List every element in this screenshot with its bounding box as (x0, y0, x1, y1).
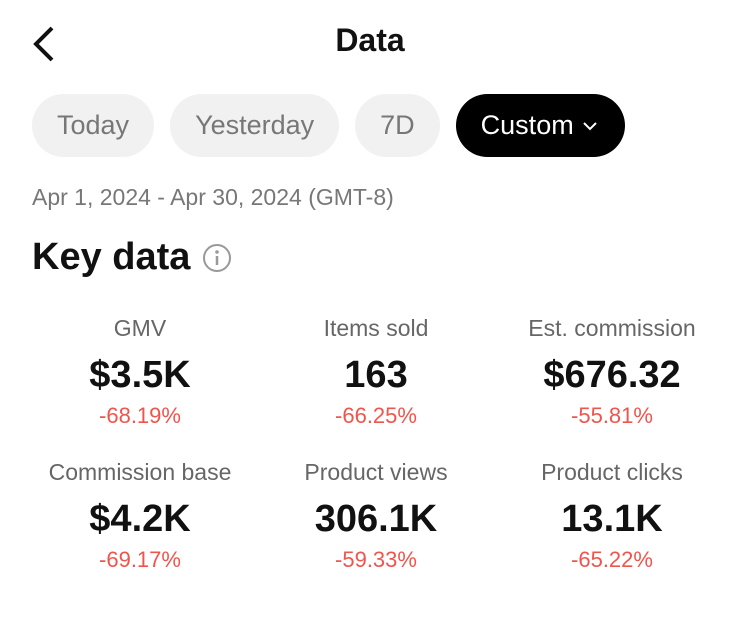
metric-value: $3.5K (89, 354, 191, 396)
metric-label: GMV (113, 315, 167, 341)
metric-value: 306.1K (314, 498, 438, 540)
metric-value: $676.32 (543, 354, 681, 396)
section-header: Key data (32, 236, 232, 279)
tab[interactable]: Today (32, 94, 155, 157)
metric: Commission base $4.2K -69.17% (22, 459, 258, 573)
section-title: Key data (32, 236, 191, 278)
tab[interactable]: Custom (455, 94, 625, 157)
metric-value: $4.2K (89, 498, 191, 540)
metrics-grid: GMV $3.5K -68.19% Items sold 163 -66.25% Est. … (22, 315, 722, 573)
metric: Items sold 163 -66.25% (258, 315, 494, 429)
tab-label: Today (57, 110, 130, 140)
metric-change: -65.22% (571, 547, 653, 572)
info-icon[interactable] (202, 243, 232, 273)
metric-label: Product views (304, 459, 448, 485)
metric-label: Items sold (323, 315, 429, 341)
tab-label: Custom (480, 110, 574, 140)
tabs: Today Yesterday 7D Custom (32, 94, 625, 157)
back-button[interactable] (30, 24, 58, 64)
metric-change: -59.33% (335, 547, 417, 572)
page-title: Data (335, 22, 405, 58)
tab[interactable]: 7D (355, 94, 440, 157)
chevron (582, 121, 597, 130)
metric: Product views 306.1K -59.33% (258, 459, 494, 573)
metric-change: -66.25% (335, 403, 417, 428)
metric-value: 163 (344, 354, 408, 396)
metric-value: 13.1K (561, 498, 663, 540)
metric: GMV $3.5K -68.19% (22, 315, 258, 429)
metric-label: Product clicks (541, 459, 683, 485)
metric-change: -68.19% (99, 403, 181, 428)
tab-label: Yesterday (195, 110, 315, 140)
tab-label: 7D (380, 110, 415, 140)
metric-change: -69.17% (99, 547, 181, 572)
tab[interactable]: Yesterday (170, 94, 340, 157)
date-range: Apr 1, 2024 - Apr 30, 2024 (GMT-8) (32, 184, 394, 210)
metric-change: -55.81% (571, 403, 653, 428)
metric-label: Est. commission (528, 315, 696, 341)
metric-label: Commission base (48, 459, 232, 485)
metric: Product clicks 13.1K -65.22% (494, 459, 730, 573)
metric: Est. commission $676.32 -55.81% (494, 315, 730, 429)
